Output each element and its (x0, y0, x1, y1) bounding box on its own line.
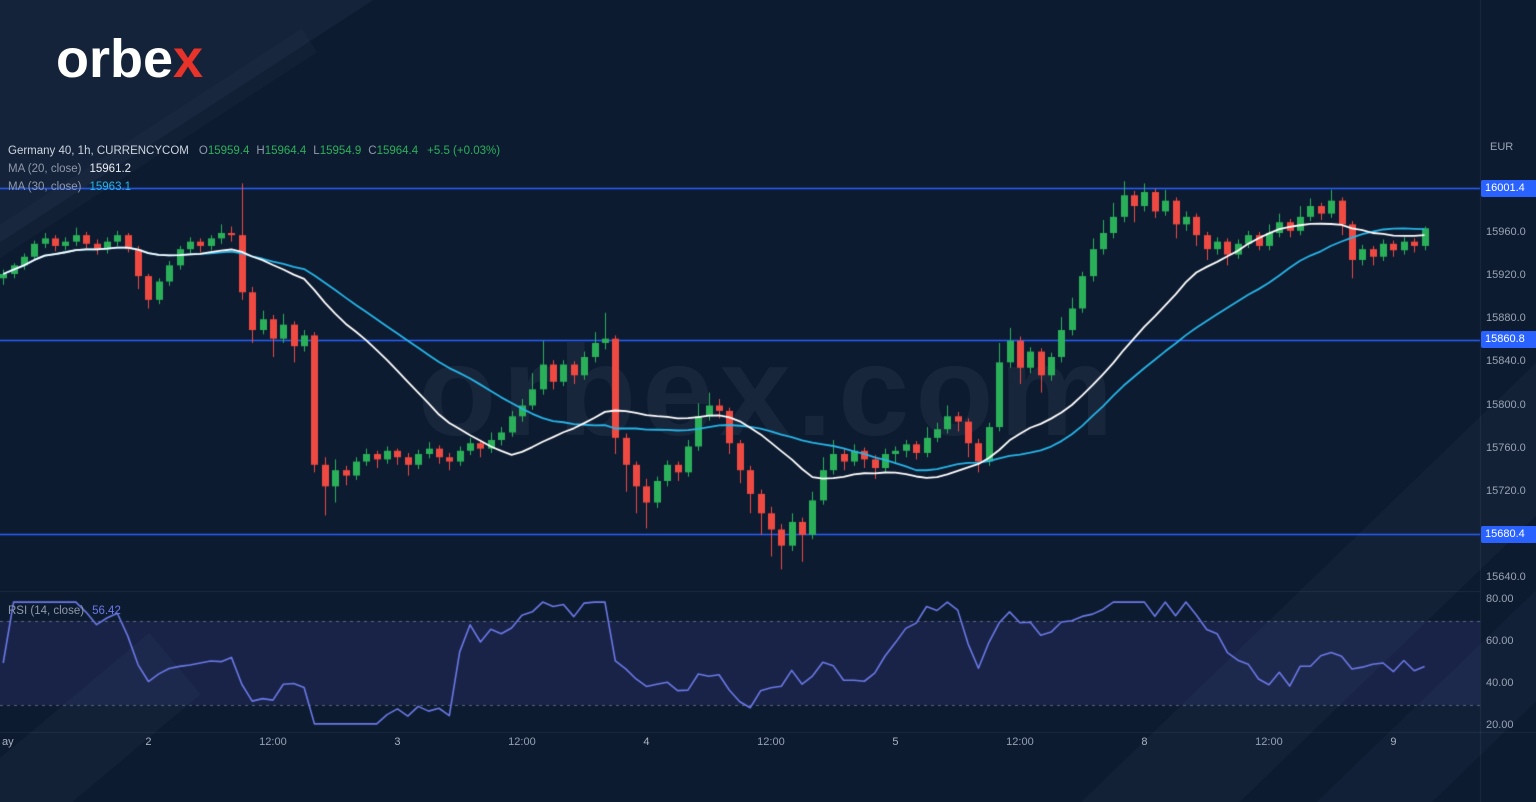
rsi-tick-label: 40.00 (1486, 677, 1514, 689)
close-value: 15964.4 (376, 145, 419, 157)
time-tick-label: 12:00 (259, 736, 287, 748)
ma20-value: 15961.2 (89, 163, 132, 175)
price-tick-label: 15840.0 (1486, 355, 1526, 368)
ma30-value: 15963.1 (89, 181, 132, 193)
axis-currency-label: EUR (1490, 141, 1514, 153)
low-label: L (313, 145, 320, 157)
time-tick-label: 8 (1141, 736, 1148, 748)
price-tick-label: 15960.0 (1486, 226, 1526, 238)
symbol-row[interactable]: Germany 40, 1h, CURRENCYCOM O15959.4 H1596… (8, 142, 500, 160)
price-level-tag: 15860.8 (1481, 331, 1536, 349)
time-tick-label: 12:00 (1006, 736, 1034, 748)
rsi-legend-row[interactable]: RSI (14, close) 56.42 (8, 605, 121, 617)
chart-legend: Germany 40, 1h, CURRENCYCOM O15959.4 H1596… (8, 142, 500, 196)
price-axis[interactable]: 15960.0 15920.0 15880.0 15840.0 15800.0 15760… (1486, 0, 1536, 802)
time-tick-label: 12:00 (757, 736, 785, 748)
rsi-tick-label: 20.00 (1486, 719, 1514, 731)
change-value: +5.5 (+0.03%) (427, 145, 501, 157)
ma20-row[interactable]: MA (20, close) 15961.2 (8, 160, 500, 178)
price-tick-label: 15760.0 (1486, 441, 1526, 454)
time-tick-label: 9 (1390, 736, 1397, 748)
time-axis[interactable]: ay 2 12:00 3 12:00 4 12:00 5 12:00 8 12:00 9 (0, 736, 1536, 756)
price-tick-label: 15720.0 (1486, 484, 1526, 497)
close-label: C (368, 145, 377, 157)
time-tick-label: 12:00 (1255, 736, 1283, 748)
time-tick-label: 5 (892, 736, 899, 748)
time-tick-label: 12:00 (508, 736, 536, 748)
ma30-row[interactable]: MA (30, close) 15963.1 (8, 178, 500, 196)
time-tick-label: 4 (643, 736, 650, 748)
high-label: H (256, 145, 265, 157)
price-level-tag: 16001.4 (1481, 179, 1536, 197)
high-value: 15964.4 (264, 145, 307, 157)
orbex-logo: orbex (56, 32, 203, 86)
rsi-label: RSI (14, close) (8, 605, 85, 617)
logo-text-white: orbe (56, 29, 174, 89)
rsi-tick-label: 80.00 (1486, 593, 1514, 605)
open-label: O (198, 145, 208, 157)
time-tick-label: 3 (394, 736, 401, 748)
price-tick-label: 15800.0 (1486, 398, 1526, 411)
price-tick-label: 15880.0 (1486, 312, 1526, 325)
price-tick-label: 15640.0 (1486, 571, 1526, 583)
rsi-tick-label: 60.00 (1486, 635, 1514, 647)
price-tick-label: 15920.0 (1486, 269, 1526, 282)
time-tick-label: ay (2, 736, 14, 748)
ma20-label: MA (20, close) (8, 163, 82, 175)
low-value: 15954.9 (319, 145, 362, 157)
symbol-title: Germany 40, 1h, CURRENCYCOM (8, 145, 189, 157)
time-tick-label: 2 (145, 736, 152, 748)
ma30-label: MA (30, close) (8, 181, 82, 193)
rsi-value: 56.42 (92, 605, 121, 617)
price-level-tag: 15680.4 (1481, 525, 1536, 543)
open-value: 15959.4 (207, 145, 250, 157)
logo-text-red: x (173, 29, 204, 89)
